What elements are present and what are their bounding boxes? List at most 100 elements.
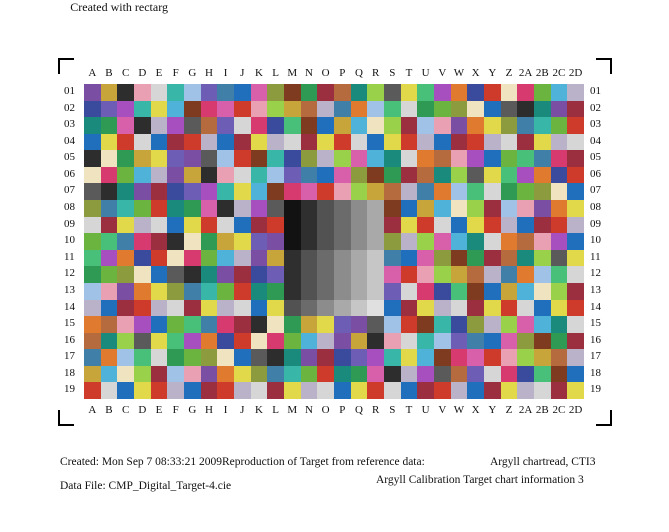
color-patch <box>134 200 152 218</box>
color-patch <box>150 349 168 367</box>
color-patch <box>467 216 485 234</box>
color-patch <box>150 216 168 234</box>
color-patch <box>417 166 435 184</box>
color-patch <box>400 133 418 151</box>
color-patch <box>300 84 318 102</box>
color-patch <box>84 365 102 383</box>
color-patch <box>317 282 335 301</box>
color-patch <box>534 249 552 267</box>
color-patch <box>150 150 168 168</box>
color-patch <box>100 233 118 251</box>
row-label: 08 <box>64 201 75 214</box>
column-label: N <box>304 404 313 416</box>
row-label: 19 <box>590 383 601 396</box>
row-label: 13 <box>64 283 75 296</box>
color-patch <box>384 150 402 168</box>
color-patch <box>450 216 468 234</box>
color-patch <box>284 200 302 218</box>
color-patch <box>250 150 268 168</box>
column-label: N <box>304 67 313 79</box>
color-patch <box>534 349 552 367</box>
column-label: O <box>321 67 330 79</box>
color-patch <box>384 282 402 301</box>
color-patch <box>567 349 585 367</box>
color-patch <box>167 216 185 234</box>
color-patch <box>184 365 202 383</box>
column-label: U <box>421 67 430 79</box>
color-patch <box>200 133 218 151</box>
color-patch <box>200 183 218 201</box>
color-patch <box>184 100 202 118</box>
color-patch <box>384 133 402 151</box>
crop-mark-bottom-right <box>596 410 612 426</box>
color-patch <box>100 100 118 118</box>
color-patch <box>534 299 552 317</box>
color-patch <box>350 117 368 135</box>
row-label: 12 <box>64 267 75 280</box>
color-patch <box>267 365 285 383</box>
color-patch <box>317 216 335 234</box>
color-patch <box>517 233 535 251</box>
color-patch <box>434 166 452 184</box>
color-patch <box>467 133 485 151</box>
column-label: F <box>172 67 179 79</box>
color-patch <box>400 117 418 135</box>
color-patch <box>450 166 468 184</box>
color-patch <box>534 100 552 118</box>
color-patch <box>184 166 202 184</box>
color-patch <box>267 150 285 168</box>
color-patch <box>84 382 102 400</box>
row-label: 10 <box>64 234 75 247</box>
color-patch <box>200 117 218 135</box>
color-patch <box>267 316 285 334</box>
color-patch <box>234 200 252 218</box>
color-patch <box>267 332 285 350</box>
color-patch <box>250 382 268 400</box>
column-label: W <box>453 404 465 416</box>
color-patch <box>417 100 435 118</box>
color-patch <box>300 382 318 400</box>
column-label: D <box>138 67 147 79</box>
color-patch <box>167 133 185 151</box>
color-patch <box>200 299 218 317</box>
color-patch <box>550 200 568 218</box>
color-patch <box>150 382 168 400</box>
color-patch <box>550 183 568 201</box>
created-date: Created: Mon Sep 7 08:33:21 2009 <box>60 456 222 468</box>
color-patch <box>567 266 585 284</box>
color-patch <box>350 84 368 102</box>
color-patch <box>484 200 502 218</box>
color-patch <box>417 249 435 267</box>
color-patch <box>134 100 152 118</box>
color-patch <box>200 233 218 251</box>
color-patch <box>517 266 535 284</box>
color-patch <box>267 117 285 135</box>
color-patch <box>417 266 435 284</box>
color-patch <box>134 382 152 400</box>
color-patch <box>100 266 118 284</box>
color-patch <box>567 382 585 400</box>
color-patch <box>450 100 468 118</box>
color-patch <box>500 299 518 317</box>
column-label: 2B <box>535 404 549 416</box>
color-patch <box>167 150 185 168</box>
color-patch <box>334 150 352 168</box>
column-label: W <box>453 67 465 79</box>
color-patch <box>167 299 185 317</box>
color-patch <box>517 84 535 102</box>
column-label: L <box>272 404 279 416</box>
color-patch <box>284 100 302 118</box>
color-patch <box>434 332 452 350</box>
color-patch <box>267 100 285 118</box>
color-patch <box>300 332 318 350</box>
color-patch <box>84 299 102 317</box>
color-patch <box>417 332 435 350</box>
color-patch <box>267 216 285 234</box>
color-patch <box>217 266 235 284</box>
color-patch <box>367 282 385 301</box>
color-patch <box>550 216 568 234</box>
color-patch <box>450 282 468 301</box>
color-patch <box>100 84 118 102</box>
color-patch <box>167 183 185 201</box>
color-patch <box>484 233 502 251</box>
